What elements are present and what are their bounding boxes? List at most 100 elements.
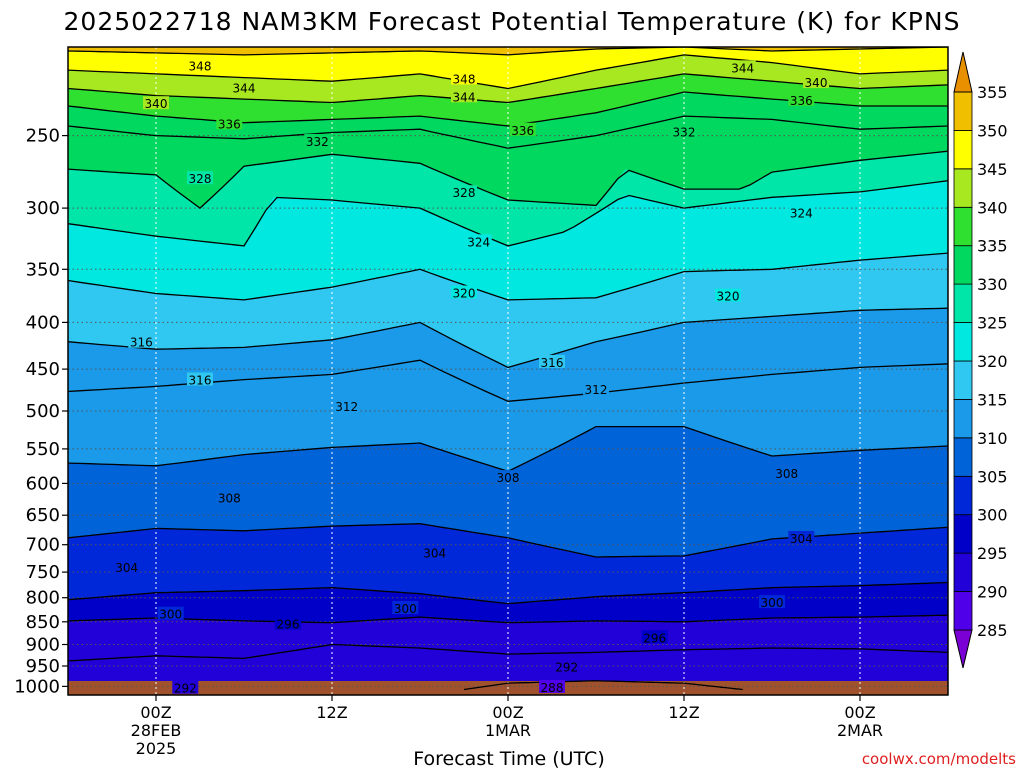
colorbar-label-355: 355 [977,83,1008,102]
contour-label-bg-300-0 [157,606,184,620]
contour-label-bg-308-2 [773,466,800,479]
contour-label-332-0: 332 [306,135,329,149]
y-tick-label-800: 800 [26,588,60,609]
y-tick-label-950: 950 [26,656,60,677]
contour-label-bg-336-2 [788,92,815,106]
contour-300 [68,581,948,605]
colorbar-swatch-295 [953,514,973,554]
colorbar-label-340: 340 [977,198,1008,217]
colorbar-swatch-320 [953,322,973,362]
colorbar-swatch-325 [953,283,973,323]
contour-label-308-1: 308 [497,471,520,485]
contour-label-316-1: 316 [189,374,212,388]
contour-344 [68,54,948,90]
contour-label-324-1: 324 [790,206,813,220]
contour-label-bg-320-1 [715,288,741,302]
colorbar-label-315: 315 [977,390,1008,409]
contour-label-300-2: 300 [761,596,784,610]
x-tick-label-24-0: 00Z [492,703,523,722]
contour-292 [68,643,948,662]
x-tick-label-0-0: 00Z [140,703,171,722]
contour-label-340-1: 340 [805,76,828,90]
contour-label-296-1: 296 [643,631,666,645]
x-tick-label-0-1: 28FEB [131,721,182,740]
contour-label-bg-344-1 [451,89,477,103]
y-tick-label-750: 750 [26,562,60,583]
contour-label-344-2: 344 [731,61,754,75]
colorbar-swatch-340 [953,168,973,208]
colorbar-label-310: 310 [977,429,1008,448]
contour-312 [68,359,948,402]
contour-label-bg-308-0 [216,490,243,504]
colorbar-swatch-315 [953,360,973,400]
contour-label-bg-288-0 [539,679,565,693]
contour-label-344-1: 344 [453,90,476,104]
colorbar-low-arrow [953,629,973,669]
contour-label-300-1: 300 [394,602,417,616]
contour-label-bg-312-1 [583,381,609,395]
contour-label-288-0: 288 [541,681,564,695]
colorbar-label-300: 300 [977,506,1008,525]
contour-348 [68,47,948,56]
contour-label-304-2: 304 [790,532,813,546]
contour-label-bg-328-0 [187,171,213,185]
contour-label-340-0: 340 [145,97,168,111]
y-tick-label-650: 650 [26,505,60,526]
x-tick-label-48-1: 2MAR [837,721,883,740]
contour-324 [68,180,948,247]
contour-label-296-0: 296 [277,618,300,632]
y-tick-label-550: 550 [26,439,60,460]
colorbar-label-345: 345 [977,160,1008,179]
contour-label-bg-304-0 [113,559,140,573]
colorbar-label-285: 285 [977,621,1008,640]
colorbar-label-295: 295 [977,544,1008,563]
contour-label-308-0: 308 [218,491,241,505]
colorbar-swatch-350 [953,91,973,131]
contour-label-bg-320-0 [451,285,477,299]
colorbar-label-350: 350 [977,121,1008,140]
contour-label-348-0: 348 [189,59,212,73]
contour-label-bg-344-2 [729,60,756,74]
colorbar-label-305: 305 [977,467,1008,486]
contour-label-bg-296-0 [275,616,301,630]
contour-label-bg-312-0 [333,399,360,412]
contour-label-bg-332-1 [671,124,697,138]
contour-label-336-2: 336 [790,94,813,108]
contour-328 [68,150,948,209]
contour-label-bg-316-2 [539,354,565,368]
contour-label-308-2: 308 [775,467,798,481]
colorbar-label-325: 325 [977,314,1008,333]
contour-label-bg-348-0 [187,58,213,72]
contour-label-bg-304-1 [421,545,448,559]
credit-link[interactable]: coolwx.com/modelts [862,750,1016,768]
x-tick-label-0-2: 2025 [136,739,177,758]
contour-labels: 348 348 344 344 344 340 340 336 336 336 332 332 328 3… [113,58,829,696]
colorbar-label-320: 320 [977,352,1008,371]
contour-320 [68,252,948,301]
contour-label-bg-344-0 [231,80,257,94]
contour-label-bg-300-2 [759,595,785,609]
contour-label-bg-316-0 [128,334,155,348]
contour-label-316-2: 316 [541,356,564,370]
colorbar-swatch-290 [953,552,973,592]
y-tick-label-500: 500 [26,401,60,422]
colorbar-swatch-335 [953,206,973,247]
contour-label-bg-304-2 [788,530,815,544]
contour-label-304-1: 304 [423,547,446,561]
contour-label-bg-296-1 [641,630,668,644]
contour-label-332-1: 332 [673,126,696,140]
colorbar-swatch-330 [953,245,973,285]
y-tick-label-1000: 1000 [14,676,60,697]
contour-label-bg-336-0 [216,116,243,130]
contour-316 [68,307,948,369]
y-tick-label-450: 450 [26,359,60,380]
colorbar-high-arrow [953,51,973,93]
contour-label-bg-308-1 [495,470,521,484]
contour-label-328-0: 328 [189,172,212,186]
y-tick-label-250: 250 [26,126,60,147]
contour-label-312-0: 312 [335,400,358,414]
contour-label-bg-316-1 [187,372,213,386]
contour-label-320-1: 320 [717,290,740,304]
contour-label-bg-340-1 [803,75,829,89]
contour-296 [68,614,948,624]
